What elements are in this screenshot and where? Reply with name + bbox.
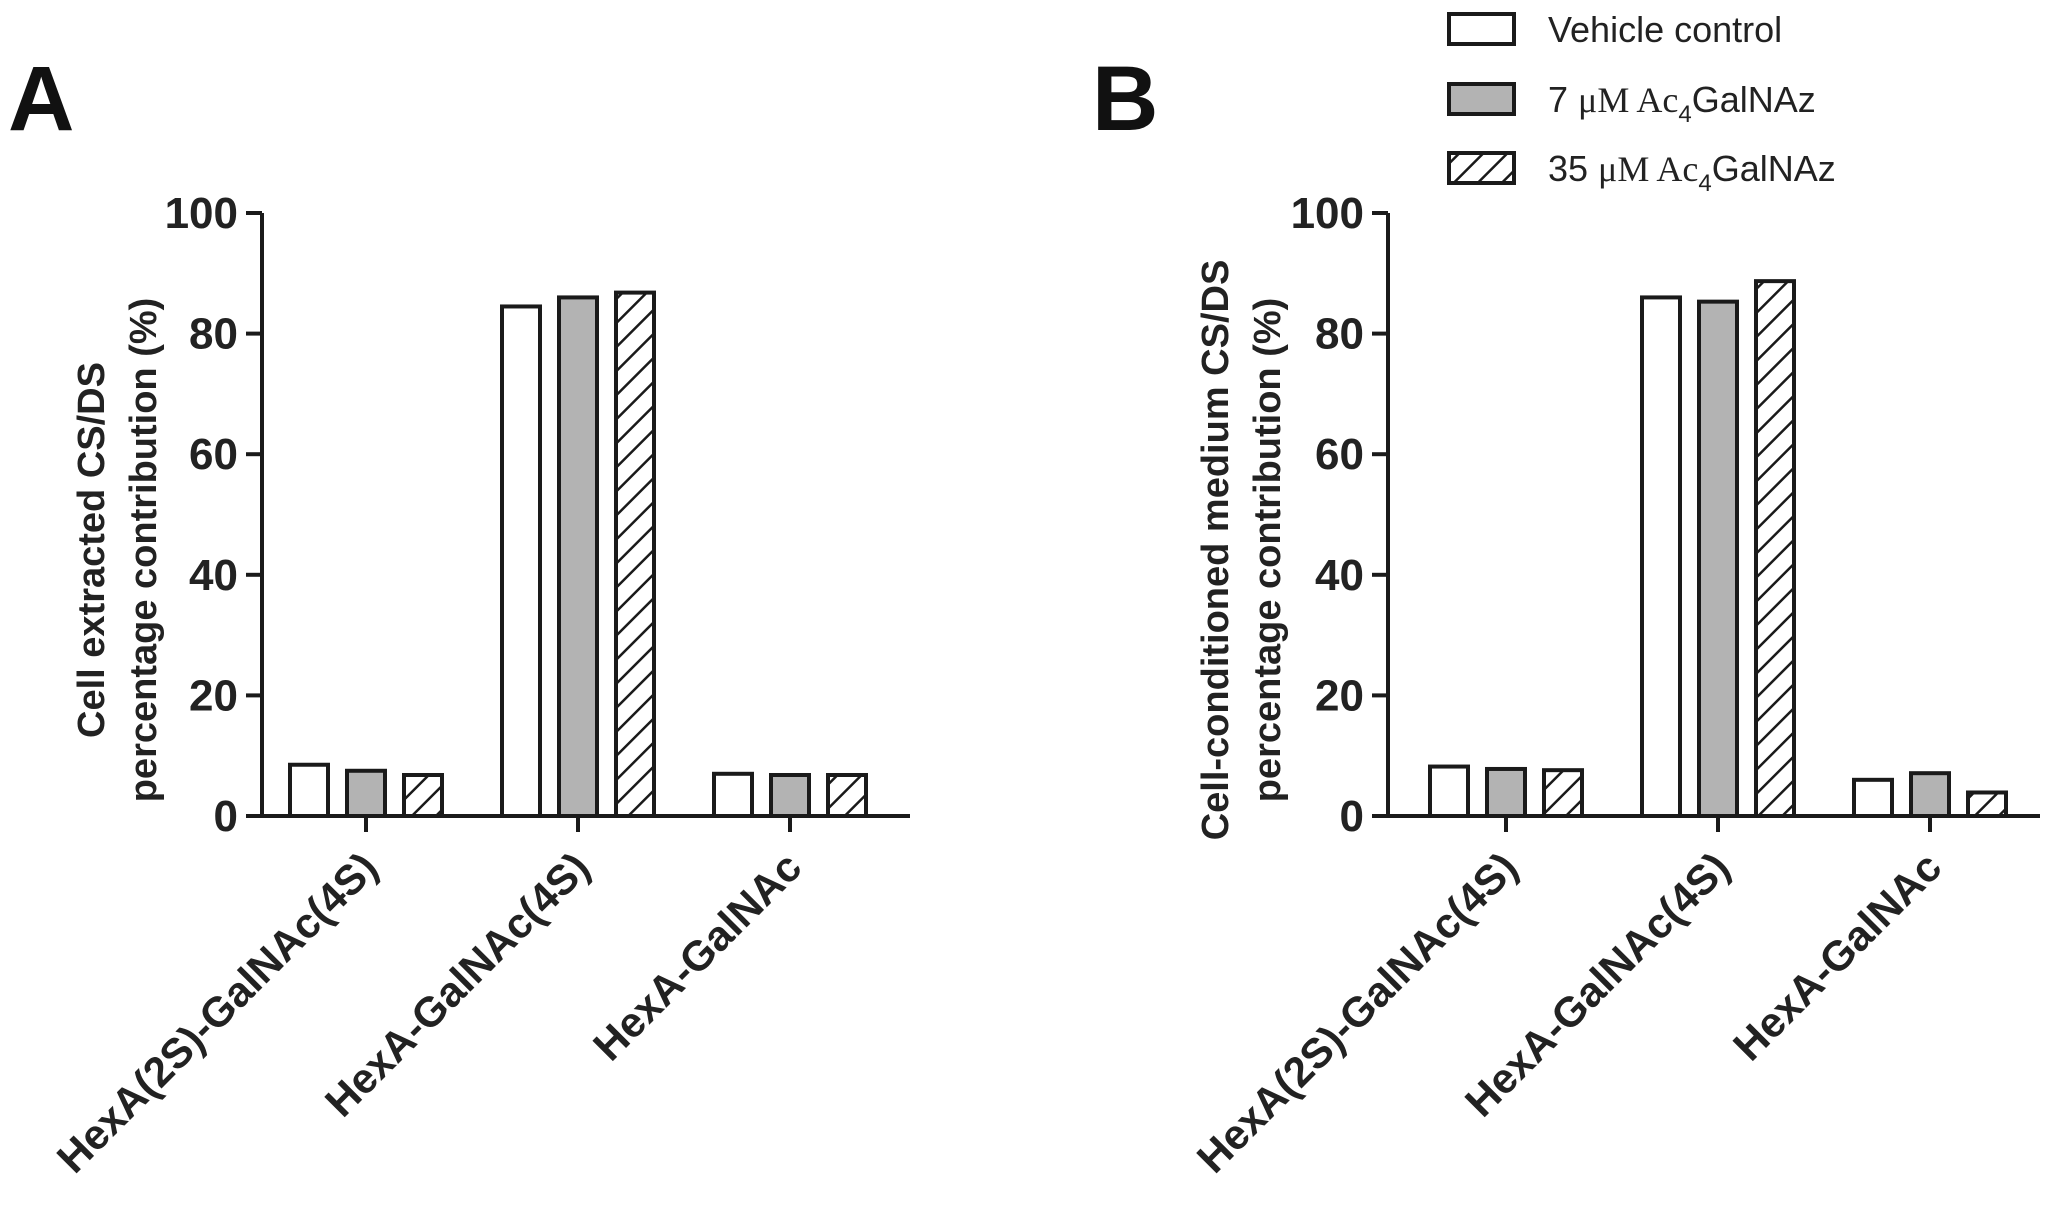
y-tick-label: 60 [1315, 430, 1364, 479]
bar-7um-2 [557, 295, 599, 819]
y-axis-label-b-line2: percentage contribution (%) [1247, 298, 1289, 803]
legend-label-35um: 35 μM Ac4GalNAz [1548, 148, 1836, 197]
bar-35um-3 [1966, 790, 2008, 818]
bar-vehicle-2 [500, 304, 542, 818]
y-tick-label: 40 [189, 551, 238, 600]
y-axis-label-b-line1: Cell-conditioned medium CS/DS [1195, 260, 1237, 841]
y-tick-label: 80 [189, 310, 238, 359]
bar-7um-3 [769, 772, 811, 818]
category-label: HexA-GalNAc [584, 843, 810, 1069]
bar-vehicle-3 [712, 771, 754, 818]
panel-a: A Cell extracted CS/DS percentage contri… [8, 48, 910, 1182]
bar-35um-2 [1754, 279, 1796, 819]
legend: Vehicle control 7 μM Ac4GalNAz 35 μM Ac4… [1447, 9, 1836, 197]
category-label: HexA-GalNAc [1724, 843, 1950, 1069]
y-tick-label: 20 [189, 671, 238, 720]
legend-label-7um: 7 μM Ac4GalNAz [1548, 79, 1816, 128]
y-tick-label: 100 [165, 189, 238, 238]
legend-item-35um: 35 μM Ac4GalNAz [1447, 148, 1836, 197]
bar-vehicle-3 [1852, 777, 1894, 819]
y-tick-label: 100 [1291, 189, 1364, 238]
bar-7um-3 [1909, 771, 1951, 819]
panel-label-b: B [1092, 48, 1158, 150]
bar-vehicle-1 [1428, 764, 1470, 819]
y-tick-label: 40 [1315, 551, 1364, 600]
bar-35um-1 [402, 772, 444, 818]
y-tick-label: 0 [214, 792, 238, 841]
bar-vehicle-1 [288, 762, 330, 818]
legend-item-7um: 7 μM Ac4GalNAz [1447, 79, 1816, 128]
bar-35um-1 [1542, 768, 1584, 818]
legend-label-vehicle-control: Vehicle control [1548, 9, 1782, 50]
bar-7um-2 [1697, 299, 1739, 818]
panel-label-a: A [8, 48, 74, 150]
y-tick-label: 60 [189, 430, 238, 479]
legend-swatch-gray [1447, 82, 1516, 116]
bar-35um-2 [614, 290, 656, 818]
category-label: HexA(2S)-GalNAc(4S) [1188, 843, 1527, 1182]
legend-swatch-open [1447, 12, 1516, 46]
bar-7um-1 [1485, 766, 1527, 819]
category-label: HexA(2S)-GalNAc(4S) [48, 843, 387, 1182]
bar-vehicle-2 [1640, 295, 1682, 819]
y-axis-label-a-line1: Cell extracted CS/DS [71, 362, 113, 738]
bar-7um-1 [345, 768, 387, 819]
bar-35um-3 [826, 772, 868, 818]
panel-b: B Cell-conditioned medium CS/DS percenta… [1092, 48, 2040, 1182]
legend-item-vehicle-control: Vehicle control [1447, 9, 1782, 50]
legend-swatch-hatch [1447, 151, 1516, 185]
y-axis-label-a-line2: percentage contribution (%) [123, 298, 165, 803]
y-tick-label: 0 [1340, 792, 1364, 841]
y-tick-label: 20 [1315, 671, 1364, 720]
y-tick-label: 80 [1315, 310, 1364, 359]
